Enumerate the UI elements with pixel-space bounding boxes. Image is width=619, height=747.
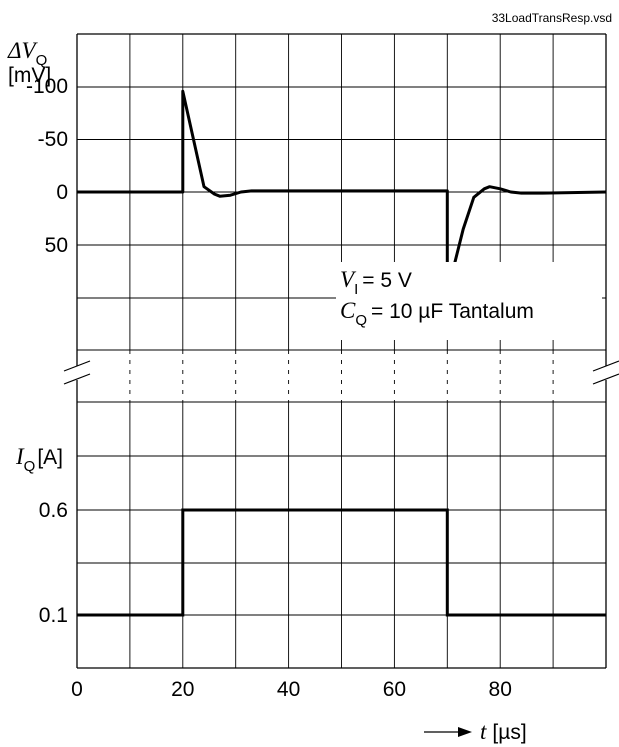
x-axis-label: t [µs]	[480, 719, 527, 744]
x-tick-label: 80	[489, 678, 512, 701]
series-lines	[77, 89, 607, 617]
top-y-tick-label: -100	[26, 75, 68, 98]
top-y-tick-label: 0	[56, 181, 68, 204]
bottom-y-axis-label: IQ[A]	[15, 444, 63, 475]
grid	[76, 33, 607, 669]
top-y-tick-label: 50	[45, 234, 68, 257]
break-mark	[63, 373, 91, 385]
break-mark	[63, 360, 91, 372]
bottom-y-tick-label: 0.6	[39, 499, 68, 522]
top-y-tick-label: -50	[38, 128, 68, 151]
bottom-series-line	[77, 508, 606, 617]
bottom-y-tick-label: 0.1	[39, 604, 68, 627]
x-tick-label: 0	[71, 678, 83, 701]
file-name: 33LoadTransResp.vsd	[492, 11, 612, 25]
axis-break	[63, 360, 619, 385]
annotation-line-2: CQ = 10 µF Tantalum	[340, 298, 534, 329]
break-mark	[592, 360, 619, 372]
top-y-axis-label: ΔVQ	[7, 38, 47, 69]
x-tick-label: 40	[277, 678, 300, 701]
x-axis-arrow-head	[458, 727, 472, 737]
x-tick-label: 60	[383, 678, 406, 701]
top-y-axis-unit: [mV]	[8, 64, 51, 87]
break-mark	[592, 373, 619, 385]
x-tick-label: 20	[171, 678, 194, 701]
tick-labels: 0 20 40 60 80 50 0 -50 -100 0.6 0.1	[26, 75, 512, 701]
annotation-line-1: VI = 5 V	[340, 267, 412, 298]
top-series-line	[77, 89, 607, 295]
annotation-box	[336, 262, 602, 340]
